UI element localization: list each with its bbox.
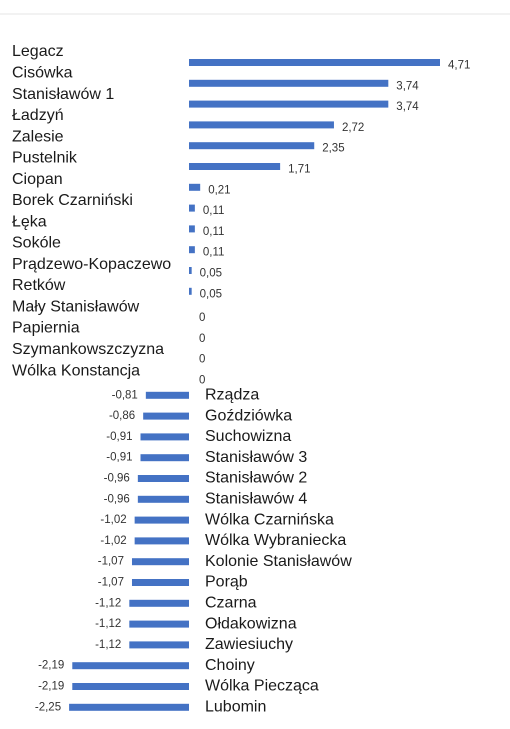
category-label: Czarna <box>205 595 257 612</box>
category-label: Stanisławów 1 <box>12 86 114 103</box>
category-label: Rządza <box>205 387 259 404</box>
bar <box>189 100 389 108</box>
value-label: 0,05 <box>200 268 222 280</box>
category-label: Ciopan <box>12 171 63 188</box>
value-label: 4,71 <box>448 60 470 72</box>
bar <box>189 59 440 66</box>
bar <box>137 495 189 503</box>
bar <box>189 246 195 254</box>
value-label: -0,91 <box>106 431 132 443</box>
category-label: Wólka Konstancja <box>12 362 140 379</box>
category-label: Retków <box>12 277 66 294</box>
value-label: 0,21 <box>208 184 230 196</box>
bar <box>134 537 189 545</box>
bar <box>140 433 189 441</box>
category-label: Wólka Piecząca <box>205 678 319 695</box>
category-label: Prądzewo-Kopaczewo <box>12 256 171 273</box>
bar <box>145 391 189 399</box>
bar <box>189 163 281 170</box>
category-label: Stanisławów 3 <box>205 449 307 466</box>
category-label: Pustelnik <box>12 150 78 167</box>
bar <box>189 204 195 212</box>
value-label: -1,12 <box>95 639 121 651</box>
bar <box>137 475 189 482</box>
value-label: -0,86 <box>109 410 135 422</box>
bar <box>143 412 189 420</box>
bar <box>72 683 189 690</box>
value-label: -0,96 <box>104 493 130 505</box>
value-label: 0 <box>199 312 205 324</box>
value-label: -1,12 <box>95 618 121 630</box>
bar <box>129 620 189 628</box>
category-label: Ołdakowizna <box>205 615 297 632</box>
bar <box>189 287 192 295</box>
value-label: 0 <box>199 354 205 366</box>
value-label: 2,72 <box>342 122 364 134</box>
bar <box>134 516 189 524</box>
category-label: Legacz <box>12 43 64 60</box>
value-label: 0 <box>199 333 205 345</box>
category-label: Łęka <box>12 213 47 230</box>
bar <box>189 79 389 87</box>
value-label: 3,74 <box>396 80 419 92</box>
value-label: -1,07 <box>98 577 124 589</box>
category-label: Szymankowszczyzna <box>12 341 164 358</box>
category-label: Borek Czarniński <box>12 192 133 209</box>
value-label: 0,11 <box>203 205 225 217</box>
category-label: Porąb <box>205 574 248 591</box>
value-label: 3,74 <box>396 101 419 113</box>
value-label: -1,02 <box>100 535 126 547</box>
value-label: 0 <box>199 375 205 387</box>
value-label: -0,81 <box>112 389 138 401</box>
category-label: Goździówka <box>205 407 292 424</box>
category-label: Cisówka <box>12 64 73 81</box>
category-label: Ładzyń <box>12 107 64 124</box>
category-label: Kolonie Stanisławów <box>205 553 352 570</box>
bar <box>129 599 189 607</box>
bar <box>140 454 189 462</box>
bar <box>129 641 189 649</box>
value-label: 0,05 <box>200 288 222 300</box>
value-label: -1,07 <box>98 556 124 568</box>
bar <box>72 662 189 670</box>
value-label: -1,12 <box>95 597 121 609</box>
bar <box>189 121 334 129</box>
bar <box>131 579 189 586</box>
value-label: -0,91 <box>106 452 132 464</box>
category-label: Stanisławów 2 <box>205 470 307 487</box>
category-label: Papiernia <box>12 320 80 337</box>
bar <box>189 142 315 150</box>
category-label: Stanisławów 4 <box>205 491 307 508</box>
bar <box>189 225 195 233</box>
bar <box>131 558 189 566</box>
category-label: Wólka Wybraniecka <box>205 532 346 549</box>
category-label: Wólka Czarnińska <box>205 511 334 528</box>
value-label: 0,11 <box>203 247 225 259</box>
category-label: Lubomin <box>205 699 266 716</box>
value-label: -2,25 <box>35 701 61 713</box>
value-label: 1,71 <box>288 164 310 176</box>
category-label: Mały Stanisławów <box>12 298 140 315</box>
category-label: Suchowizna <box>205 428 291 445</box>
bar <box>189 183 201 191</box>
category-label: Sokóle <box>12 235 61 252</box>
category-label: Zalesie <box>12 128 64 145</box>
value-label: -2,19 <box>38 660 64 672</box>
category-label: Choiny <box>205 657 255 674</box>
bar <box>189 267 192 274</box>
value-label: 2,35 <box>322 143 344 155</box>
value-label: -1,02 <box>100 514 126 526</box>
value-label: -0,96 <box>104 473 130 485</box>
value-label: 0,11 <box>203 226 225 238</box>
bar <box>69 703 189 711</box>
value-label: -2,19 <box>38 681 64 693</box>
category-label: Zawiesiuchy <box>205 636 293 653</box>
